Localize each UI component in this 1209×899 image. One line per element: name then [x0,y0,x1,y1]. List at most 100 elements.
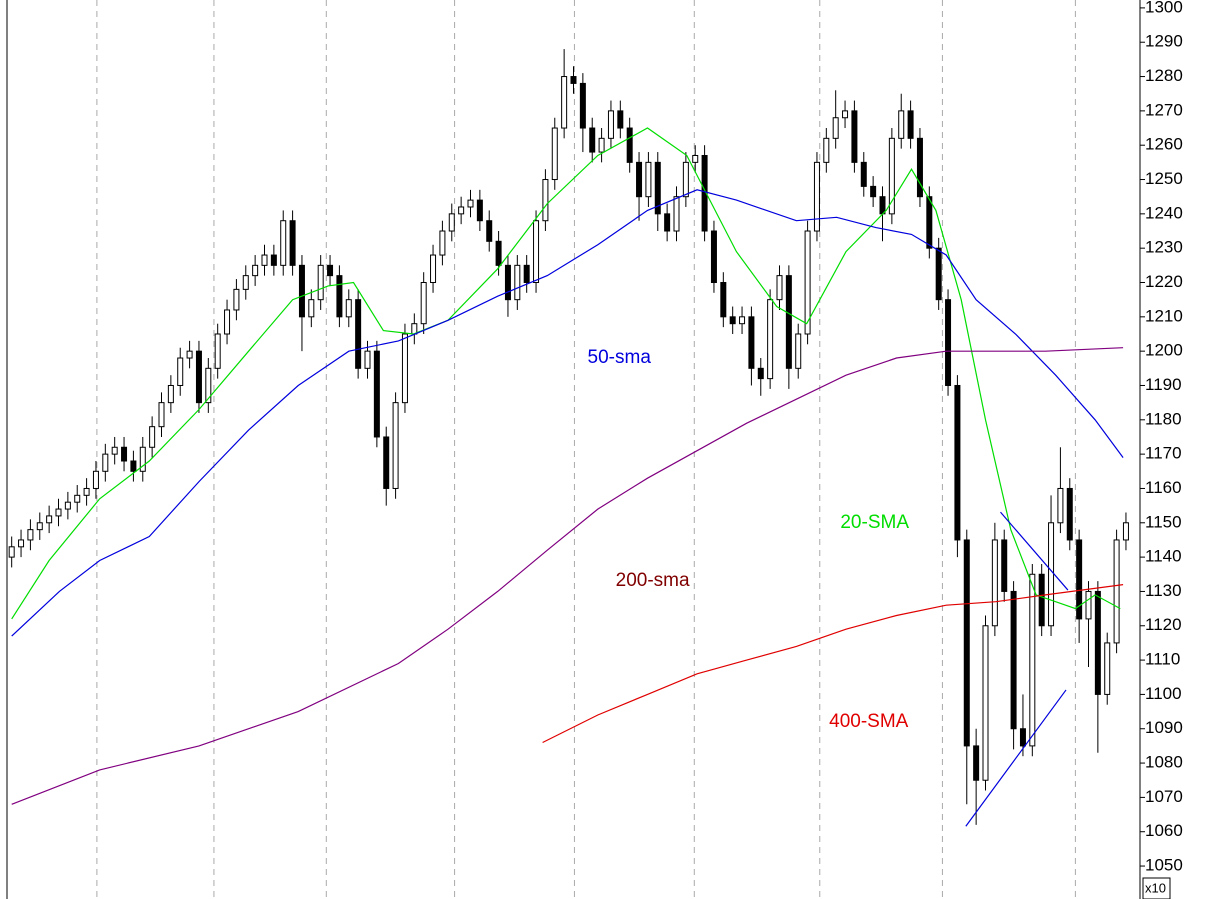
y-tick-label: 1120 [1145,615,1182,634]
candle-body [186,350,193,359]
y-tick-label: 1200 [1145,341,1183,360]
y-tick-label: 1300 [1145,0,1183,16]
candle-body [963,539,970,747]
candle-body [345,299,352,318]
candle-body [926,196,933,249]
y-tick-label: 1190 [1145,375,1182,394]
candle-body [74,494,81,503]
y-tick-label: 1250 [1145,169,1183,188]
y-tick-label: 1180 [1145,409,1182,428]
candle-body [280,220,287,266]
annotation: 400-SMA [829,711,909,732]
candle-body [158,402,165,428]
y-tick-label: 1070 [1145,787,1183,806]
candle-body [626,127,633,163]
y-tick-label: 1090 [1145,718,1183,737]
candle-body [336,275,343,318]
candle-body [870,185,877,198]
y-tick-label: 1160 [1145,478,1182,497]
candle-body [167,384,174,404]
candle-body [701,154,708,232]
candle-body [710,230,717,284]
candle-body [27,529,34,541]
moving-average [11,347,1124,805]
candle-body [973,745,980,781]
candle-body [383,436,390,489]
candle-body [298,264,305,318]
candle-body [1122,522,1129,541]
candle-body [795,333,802,369]
y-tick-label: 1280 [1145,66,1183,85]
candle-body [664,213,671,232]
candle-body [636,161,643,198]
candle-body [776,275,783,301]
candle-body [982,625,989,781]
trendline [965,689,1067,827]
y-tick-label: 1270 [1145,100,1183,119]
candle-body [46,515,53,524]
candle-body [823,137,830,163]
candle-body [1066,487,1073,541]
candle-body [102,453,109,472]
candle-body [252,264,259,277]
y-tick-label: 1100 [1145,684,1182,703]
candle-body [233,288,240,311]
y-tick-label: 1290 [1145,32,1183,51]
candle-body [476,199,483,222]
candle-body [607,110,614,139]
candle-body [83,487,90,496]
candle-body [420,282,427,325]
moving-average [11,127,1121,620]
y-tick-label: 1230 [1145,238,1183,257]
y-tick-label: 1170 [1145,444,1182,463]
candle-body [224,309,231,335]
candle-body [757,367,764,380]
candle-body [1076,539,1083,620]
candle-body [130,460,137,472]
y-tick-label: 1210 [1145,306,1183,325]
candle-body [832,117,839,139]
candle-body [8,546,15,558]
candle-body [682,161,689,198]
candle-body [804,230,811,335]
candle-body [1113,539,1120,644]
y-tick-label: 1140 [1145,547,1182,566]
candle-body [289,220,296,266]
candle-body [1029,573,1036,747]
candle-body [458,206,465,215]
candle-body [439,230,446,256]
candle-body [907,110,914,139]
candle-body [739,316,746,325]
moving-average [11,189,1124,637]
candle-body [242,275,249,290]
candle-body [645,161,652,198]
candle-body [317,264,324,301]
annotation: 200-sma [616,570,690,591]
candle-body [579,82,586,129]
y-tick-label: 1150 [1145,512,1182,531]
candle-body [121,446,128,462]
trendline [1000,511,1069,591]
candle-body [111,446,118,455]
candle-body [888,137,895,215]
multiplier-box [1142,877,1171,899]
y-tick-label: 1060 [1145,821,1183,840]
y-tick-label: 1220 [1145,272,1183,291]
candle-body [18,539,25,548]
candle-body [767,299,774,380]
candle-body [654,161,661,215]
candle-body [205,367,212,404]
candle-body [401,333,408,404]
candle-body [935,247,942,301]
candle-body [673,196,680,232]
annotation: 50-sma [588,347,652,368]
candle-body [495,240,502,266]
candle-body [879,196,886,215]
y-tick-label: 1240 [1145,203,1183,222]
candle-body [720,282,727,318]
candle-body [551,127,558,181]
candle-body [467,199,474,208]
candle-body [617,110,624,129]
y-tick-label: 1110 [1145,650,1180,669]
